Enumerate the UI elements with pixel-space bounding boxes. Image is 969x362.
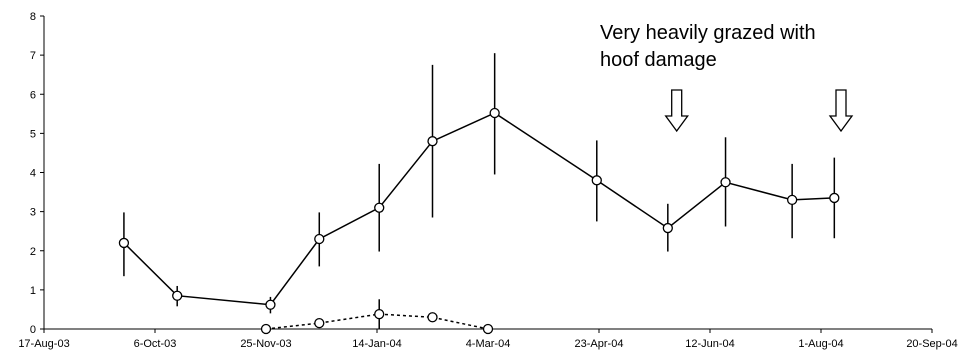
down-arrow-icon	[664, 89, 689, 133]
y-tick-label: 7	[30, 50, 36, 62]
series-1-point	[720, 177, 731, 188]
series-2-point	[374, 308, 385, 320]
series-1-point	[172, 290, 183, 301]
x-tick-label: 12-Jun-04	[685, 338, 735, 350]
x-tick-label: 20-Sep-04	[906, 338, 957, 350]
x-tick-label: 25-Nov-03	[240, 338, 291, 350]
series-1-point	[786, 194, 798, 206]
ticks: 0 1 2 3 4 5 6 7 8 17-Aug-03 6-Oct-03 25-Nov-03 14-Ja…	[18, 11, 957, 350]
y-tick-label: 2	[30, 246, 36, 258]
series-2-point	[482, 323, 494, 335]
down-arrow-icon	[828, 89, 854, 133]
series-2-point	[314, 317, 325, 329]
series-layer	[118, 53, 840, 335]
series-1-point	[314, 233, 325, 245]
x-tick-label: 17-Aug-03	[18, 338, 69, 350]
series-1-point	[374, 202, 385, 213]
series-1-point	[489, 107, 500, 119]
y-tick-label: 3	[30, 207, 36, 219]
series-1-point	[662, 222, 673, 234]
y-tick-label: 8	[30, 11, 36, 23]
x-tick-label: 4-Mar-04	[466, 338, 511, 350]
arrows-layer	[664, 89, 854, 133]
y-tick-label: 6	[30, 89, 36, 101]
x-tick-label: 6-Oct-03	[134, 338, 177, 350]
series-2-point	[427, 312, 438, 323]
series-1-point	[118, 237, 130, 249]
series-1-point	[591, 175, 602, 186]
y-tick-label: 4	[30, 168, 36, 180]
y-tick-label: 1	[30, 285, 36, 297]
series-2-point	[260, 323, 272, 335]
y-tick-label: 0	[30, 324, 36, 336]
y-tick-label: 5	[30, 128, 36, 140]
x-tick-label: 1-Aug-04	[798, 338, 843, 350]
series-1-point	[427, 136, 438, 147]
series-1-point	[265, 299, 276, 310]
x-tick-label: 23-Apr-04	[575, 338, 624, 350]
grazing-annotation: Very heavily grazed with hoof damage	[600, 22, 816, 71]
series-1-line	[123, 112, 835, 306]
x-tick-label: 14-Jan-04	[352, 338, 402, 350]
series-1-point	[829, 192, 840, 204]
